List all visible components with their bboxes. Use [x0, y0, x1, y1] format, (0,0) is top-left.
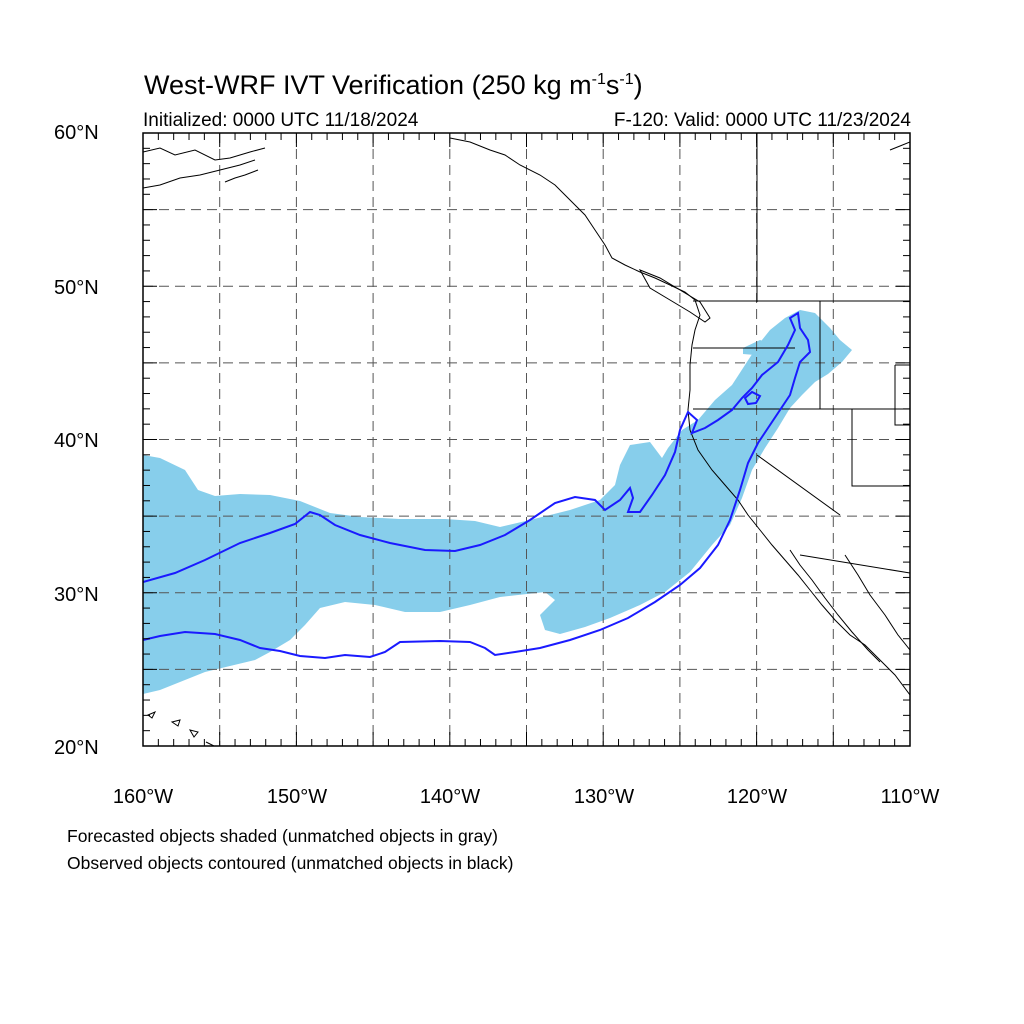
lat-label-40n: 40°N [54, 430, 99, 452]
state-borders [693, 133, 910, 574]
axis-ticks [142, 132, 911, 747]
lat-label-50n: 50°N [54, 277, 99, 299]
lon-label-130w: 130°W [573, 786, 635, 808]
lon-label-150w: 150°W [266, 786, 328, 808]
alaska-panhandle-coast [449, 137, 910, 696]
observed-note: Observed objects contoured (unmatched ob… [67, 853, 514, 873]
observed-small-contour [743, 390, 762, 406]
observed-ar-contour [143, 311, 812, 660]
forecast-ar-object [143, 310, 852, 694]
alaska-coast [143, 147, 266, 189]
lon-label-120w: 120°W [726, 786, 788, 808]
vancouver-island [638, 269, 711, 323]
valid-time: F-120: Valid: 0000 UTC 11/23/2024 [613, 110, 911, 131]
northeast-coast-fragment [889, 141, 910, 151]
lat-label-20n: 20°N [54, 737, 99, 759]
initialized-time: Initialized: 0000 UTC 11/18/2024 [143, 110, 419, 131]
lat-label-60n: 60°N [54, 122, 99, 144]
lon-label-140w: 140°W [419, 786, 481, 808]
lat-label-30n: 30°N [54, 584, 99, 606]
hawaii-islands [147, 711, 215, 746]
forecast-note: Forecasted objects shaded (unmatched obj… [67, 826, 498, 846]
forecast-objects [143, 310, 852, 694]
observed-objects [143, 311, 812, 660]
lon-label-160w: 160°W [112, 786, 174, 808]
map-title: West-WRF IVT Verification (250 kg m-1s-1… [144, 70, 643, 100]
baja-california [789, 549, 910, 663]
coastlines [143, 133, 910, 746]
lon-label-110w: 110°W [880, 786, 940, 808]
